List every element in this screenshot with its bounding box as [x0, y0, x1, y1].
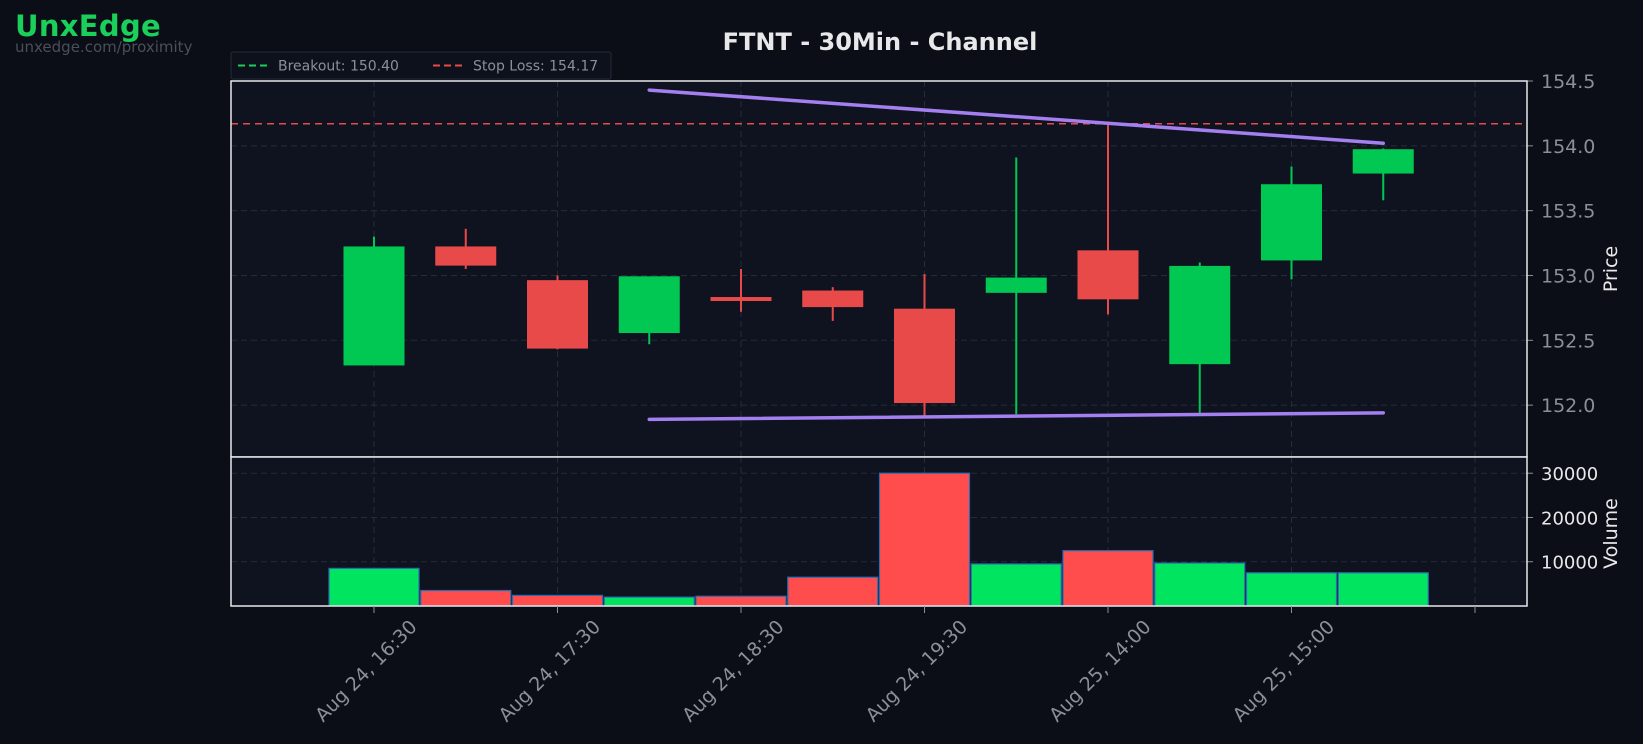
candle-body [894, 308, 955, 404]
candle-body [527, 280, 588, 349]
x-tick-label: Aug 24, 17:30 [495, 616, 605, 726]
brand-url: unxedge.com/proximity [15, 38, 193, 56]
candle-body [1077, 250, 1139, 300]
volume-bar [420, 589, 512, 607]
y-axis-label: Price [1600, 246, 1622, 292]
volume-bar [1154, 562, 1246, 607]
volume-bar [511, 594, 604, 607]
volume-bar [1337, 572, 1429, 607]
volume-bar [695, 595, 787, 607]
candle-body [343, 246, 405, 366]
x-tick-label: Aug 24, 19:30 [862, 616, 972, 726]
candle-body [985, 277, 1047, 293]
channel-lower-line [647, 411, 1385, 422]
x-tick-label: Aug 24, 16:30 [311, 616, 421, 726]
legend-label: Stop Loss: 154.17 [473, 59, 598, 75]
legend: Breakout: 150.40 Stop Loss: 154.17 [230, 51, 612, 80]
volume-bar [1245, 572, 1338, 607]
volume-bar [970, 563, 1062, 607]
candle-body [710, 297, 772, 302]
channel-upper-line [647, 88, 1385, 145]
x-tick-label: Aug 24, 18:30 [678, 616, 788, 726]
y-tick-label: 152.5 [1541, 330, 1595, 352]
y-tick-label: 154.0 [1541, 136, 1595, 158]
volume-bar [1062, 550, 1154, 607]
volume-bar [878, 472, 971, 607]
volume-bar [328, 567, 420, 607]
brand-logo: UnxEdge [15, 9, 161, 43]
candle-body [1169, 265, 1231, 365]
volume-bar [787, 576, 879, 607]
price-panel: 152.0 152.5 153.0 153.5 154.0 154.5 Price [230, 71, 1622, 458]
candle-body [1261, 184, 1322, 261]
x-tick-label: Aug 25, 14:00 [1045, 616, 1155, 726]
price-panel-bg [231, 81, 1527, 457]
x-tick-label: Aug 25, 15:00 [1229, 616, 1339, 726]
volume-bar [603, 596, 695, 607]
y-tick-label: 153.0 [1541, 265, 1595, 287]
y-tick-label: 153.5 [1541, 201, 1595, 223]
volume-panel-frame [230, 456, 1528, 607]
candle-body [802, 290, 864, 308]
candle-body [1352, 149, 1414, 174]
volume-axis-label: Volume [1600, 498, 1622, 569]
candle-body [435, 246, 497, 266]
volume-tick-label: 20000 [1541, 508, 1598, 529]
chart-title: FTNT - 30Min - Channel [722, 28, 1038, 56]
y-tick-label: 152.0 [1541, 395, 1595, 417]
legend-box [230, 51, 612, 80]
volume-tick-label: 10000 [1541, 553, 1598, 574]
candle-body [618, 276, 680, 334]
volume-tick-label: 30000 [1541, 464, 1598, 485]
x-axis: Aug 24, 16:30 Aug 24, 17:30 Aug 24, 18:30 A… [311, 606, 1476, 726]
y-tick-label: 154.5 [1541, 71, 1595, 93]
legend-label: Breakout: 150.40 [278, 59, 399, 75]
